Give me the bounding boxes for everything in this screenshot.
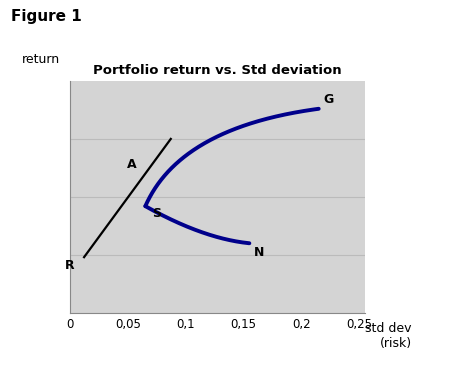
Title: Portfolio return vs. Std deviation: Portfolio return vs. Std deviation [93,64,342,77]
Text: A: A [126,158,136,171]
Text: R: R [65,259,75,272]
Text: return: return [22,53,60,66]
Text: std dev
(risk): std dev (risk) [365,322,412,350]
Text: S: S [152,207,161,220]
Text: N: N [254,245,264,259]
Text: G: G [324,93,333,106]
Text: Figure 1: Figure 1 [11,9,82,24]
